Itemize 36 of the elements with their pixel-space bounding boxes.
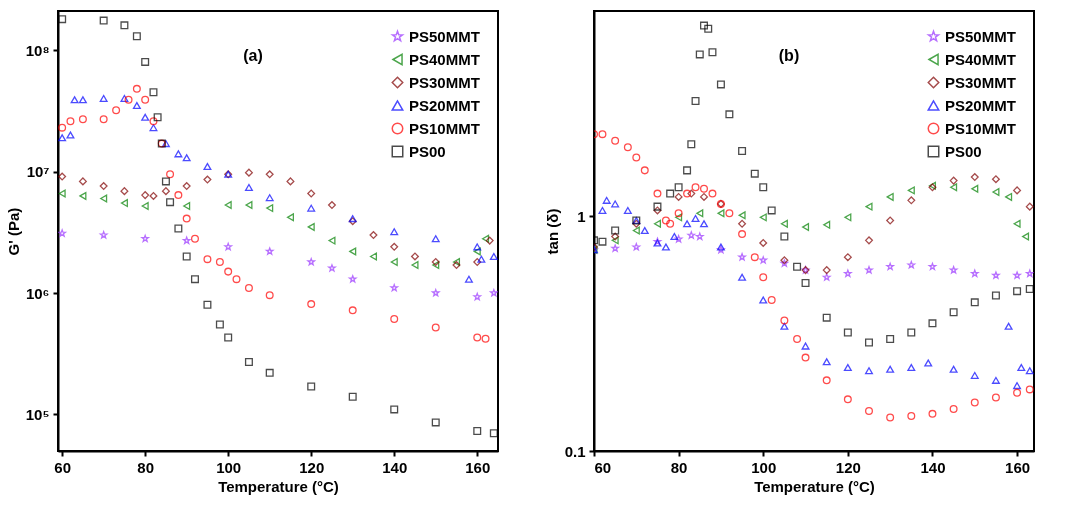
x-tick-label: 160 xyxy=(465,458,491,476)
y-tick-label: 1 xyxy=(577,207,586,225)
x-tick-label: 100 xyxy=(216,458,242,476)
annotation: (a) xyxy=(243,47,263,64)
x-tick-label: 160 xyxy=(1005,458,1031,476)
x-tick-label: 60 xyxy=(594,458,612,476)
y-tick-label: 10⁵ xyxy=(25,405,50,423)
legend-label: PS50MMT xyxy=(945,27,1016,45)
x-tick-label: 80 xyxy=(670,458,688,476)
legend-label: PS00 xyxy=(945,142,982,160)
legend-label: PS20MMT xyxy=(409,96,480,114)
legend-label: PS00 xyxy=(409,142,446,160)
legend-label: PS50MMT xyxy=(409,27,480,45)
legend-label: PS10MMT xyxy=(409,119,480,137)
legend-label: PS40MMT xyxy=(945,50,1016,68)
y-axis-title: tan (δ) xyxy=(543,208,561,255)
y-tick-label: 10⁸ xyxy=(25,41,50,59)
y-tick-label: 0.1 xyxy=(564,442,586,460)
x-tick-label: 120 xyxy=(835,458,861,476)
x-tick-label: 80 xyxy=(137,458,155,476)
y-axis-title: G' (Pa) xyxy=(4,207,22,256)
x-axis-title: Temperature (°C) xyxy=(754,477,875,495)
legend-label: PS30MMT xyxy=(945,73,1016,91)
annotation: (b) xyxy=(778,47,800,64)
y-tick-label: 10⁷ xyxy=(26,163,50,181)
x-tick-label: 140 xyxy=(382,458,408,476)
x-axis-title: Temperature (°C) xyxy=(218,477,339,495)
x-tick-label: 60 xyxy=(54,458,71,476)
x-tick-label: 100 xyxy=(751,458,777,476)
legend-label: PS30MMT xyxy=(409,73,480,91)
x-tick-label: 120 xyxy=(299,458,325,476)
legend-label: PS20MMT xyxy=(945,96,1016,114)
y-tick-label: 10⁶ xyxy=(25,284,50,302)
legend-label: PS40MMT xyxy=(409,50,480,68)
legend-label: PS10MMT xyxy=(945,119,1016,137)
x-tick-label: 140 xyxy=(920,458,946,476)
